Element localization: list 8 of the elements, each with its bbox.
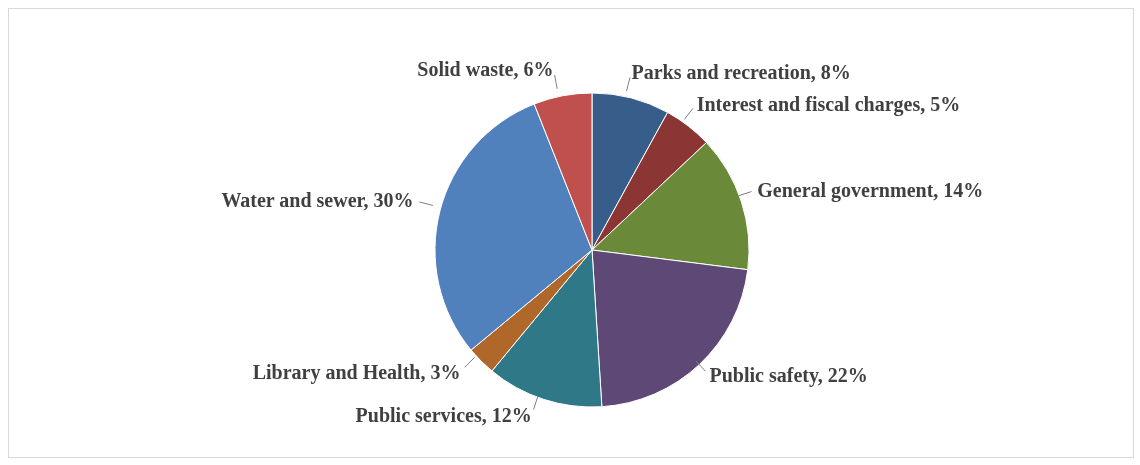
slice-label: Public safety, 22% (709, 364, 868, 388)
slice-label: Interest and fiscal charges, 5% (696, 92, 961, 116)
slice-label: Public services, 12% (355, 404, 532, 427)
slice-label: General government, 14% (757, 178, 984, 202)
slice-label: Water and sewer, 30% (221, 189, 414, 212)
slice-label: Solid waste, 6% (417, 58, 554, 81)
slice-label: Library and Health, 3% (252, 360, 461, 384)
slice-label: Parks and recreation, 8% (631, 60, 851, 83)
